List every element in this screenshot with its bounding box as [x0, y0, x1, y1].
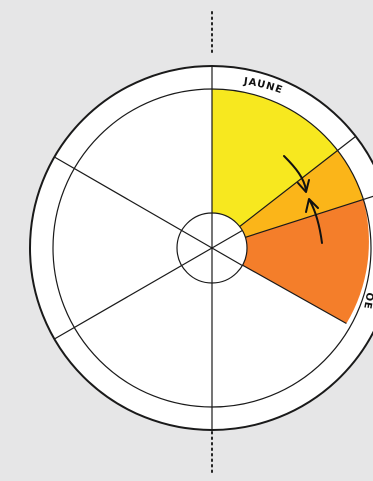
- color-wheel-diagram: JAUNE OE: [0, 0, 373, 481]
- color-wheel-stage: JAUNE OE: [0, 0, 373, 481]
